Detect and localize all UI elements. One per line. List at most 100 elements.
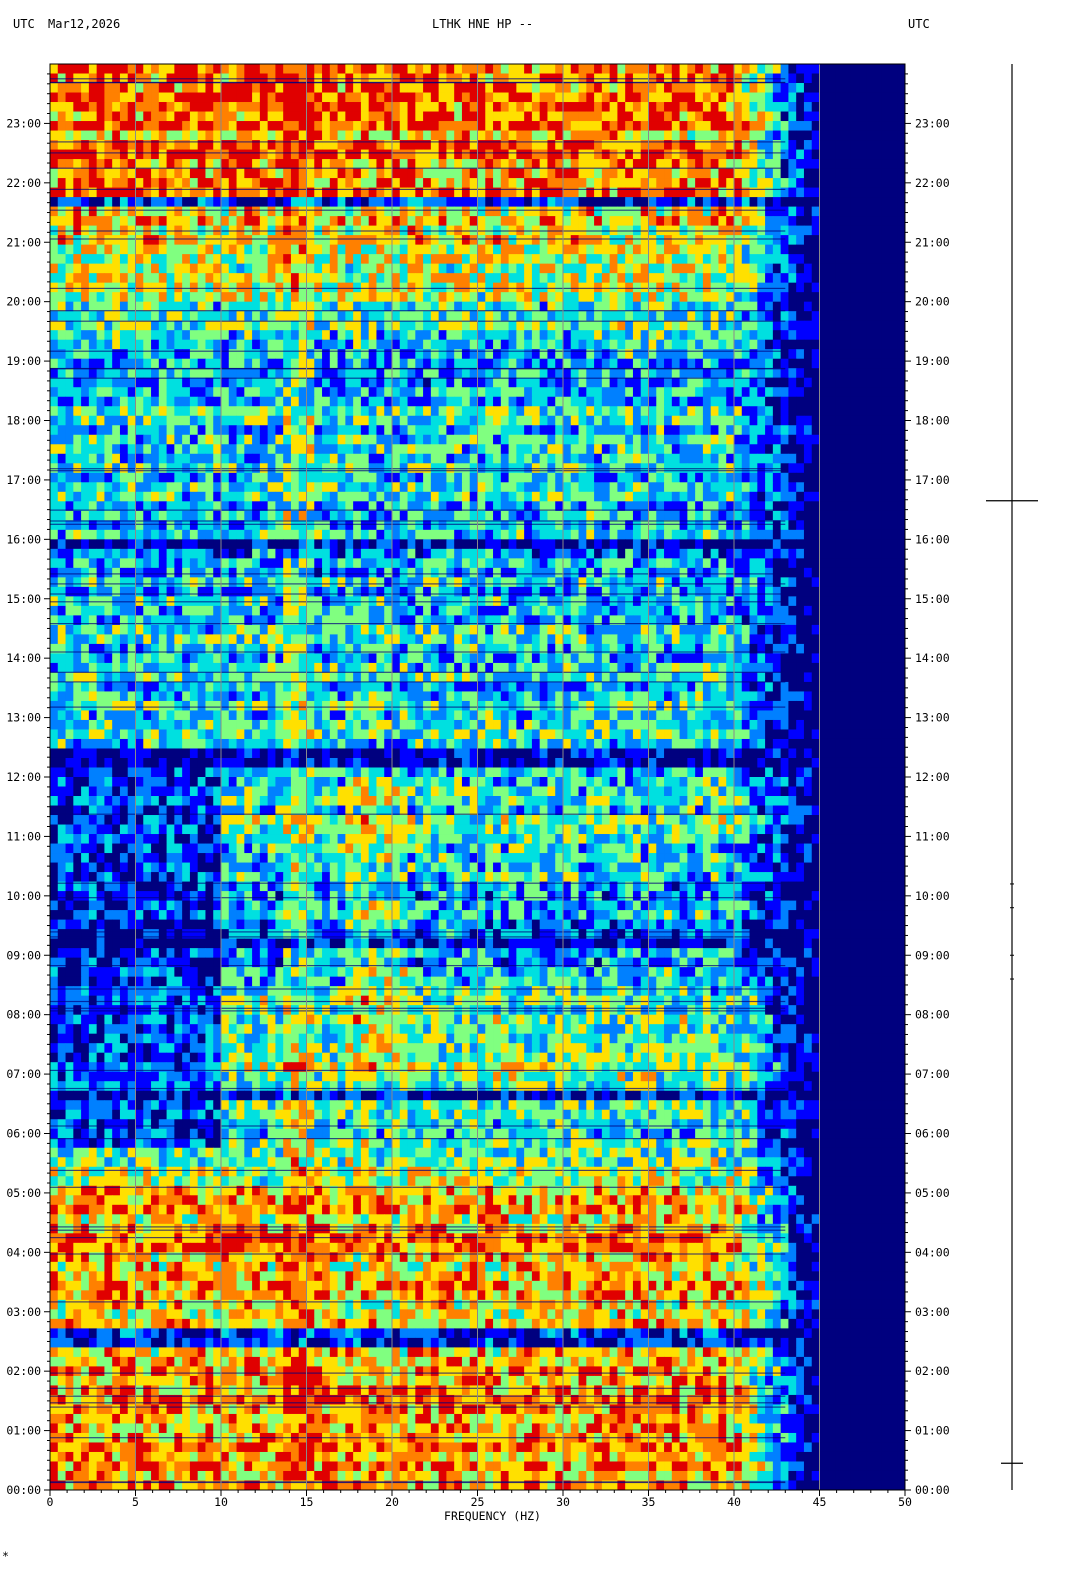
spectrogram-cell <box>757 83 766 93</box>
spectrogram-cell <box>166 482 175 493</box>
spectrogram-cell <box>632 111 642 122</box>
spectrogram-cell <box>772 453 782 464</box>
spectrogram-cell <box>563 187 572 198</box>
spectrogram-cell <box>158 292 167 303</box>
spectrogram-cell <box>594 349 603 360</box>
spectrogram-cell <box>267 254 276 265</box>
spectrogram-cell <box>446 434 455 445</box>
spectrogram-cell <box>65 368 74 379</box>
spectrogram-cell <box>555 339 564 350</box>
spectrogram-cell <box>803 206 813 217</box>
spectrogram-cell <box>765 377 774 388</box>
spectrogram-cell <box>469 149 478 160</box>
spectrogram-cell <box>438 453 447 464</box>
spectrogram-cell <box>461 187 471 198</box>
spectrogram-cell <box>811 320 820 331</box>
spectrogram-cell <box>205 425 214 436</box>
spectrogram-cell <box>73 320 82 331</box>
spectrogram-cell <box>679 263 688 274</box>
spectrogram-cell <box>360 311 370 322</box>
spectrogram-cell <box>189 358 199 369</box>
spectrogram-cell <box>337 482 346 493</box>
spectrogram-cell <box>197 83 206 93</box>
spectrogram-cell <box>151 149 160 160</box>
spectrogram-cell <box>236 444 245 455</box>
spectrogram-cell <box>640 83 649 93</box>
spectrogram-cell <box>469 159 478 169</box>
spectrogram-cell <box>228 263 237 274</box>
spectrogram-cell <box>873 187 883 198</box>
spectrogram-cell <box>632 206 642 217</box>
spectrogram-cell <box>469 263 478 274</box>
spectrogram-cell <box>438 83 447 93</box>
spectrogram-cell <box>236 406 245 417</box>
spectrogram-cell <box>430 349 440 360</box>
spectrogram-cell <box>695 425 704 436</box>
spectrogram-cell <box>702 339 712 350</box>
spectrogram-cell <box>765 406 774 417</box>
spectrogram-cell <box>671 206 680 217</box>
spectrogram-cell <box>244 197 253 207</box>
spectrogram-cell <box>329 396 338 407</box>
spectrogram-cell <box>873 434 883 445</box>
spectrogram-cell <box>392 244 401 255</box>
spectrogram-cell <box>539 282 548 293</box>
spectrogram-cell <box>625 197 634 207</box>
spectrogram-cell <box>158 244 167 255</box>
spectrogram-cell <box>827 197 836 207</box>
spectrogram-cell <box>850 216 859 227</box>
spectrogram-cell <box>850 311 859 322</box>
spectrogram-cell <box>267 92 276 103</box>
spectrogram-cell <box>586 396 595 407</box>
spectrogram-cell <box>127 159 136 169</box>
spectrogram-cell <box>119 273 129 284</box>
spectrogram-cell <box>819 263 828 274</box>
spectrogram-cell <box>485 140 494 150</box>
spectrogram-cell <box>524 292 533 303</box>
spectrogram-cell <box>765 197 774 207</box>
spectrogram-cell <box>221 83 230 93</box>
spectrogram-cell <box>322 168 331 179</box>
spectrogram-cell <box>500 83 509 93</box>
spectrogram-cell <box>640 472 649 483</box>
spectrogram-cell <box>236 92 245 103</box>
spectrogram-cell <box>881 301 890 312</box>
spectrogram-cell <box>897 472 906 483</box>
spectrogram-cell <box>493 434 502 445</box>
spectrogram-cell <box>298 482 307 493</box>
spectrogram-cell <box>88 254 98 265</box>
spectrogram-cell <box>446 254 455 265</box>
spectrogram-cell <box>524 415 533 426</box>
spectrogram-cell <box>555 121 564 131</box>
spectrogram-cell <box>298 292 307 303</box>
spectrogram-cell <box>267 406 276 417</box>
spectrogram-cell <box>306 149 315 160</box>
spectrogram-cell <box>508 121 517 131</box>
spectrogram-cell <box>772 434 782 445</box>
spectrogram-cell <box>726 121 735 131</box>
spectrogram-cell <box>734 292 743 303</box>
spectrogram-cell <box>757 330 766 341</box>
spectrogram-cell <box>648 368 657 379</box>
spectrogram-cell <box>415 311 424 322</box>
spectrogram-cell <box>609 273 618 284</box>
spectrogram-cell <box>563 121 572 131</box>
spectrogram-cell <box>259 434 269 445</box>
spectrogram-cell <box>252 149 261 160</box>
spectrogram-cell <box>353 149 362 160</box>
spectrogram-cell <box>485 330 494 341</box>
spectrogram-cell <box>345 254 354 265</box>
spectrogram-cell <box>259 377 269 388</box>
spectrogram-cell <box>127 244 136 255</box>
spectrogram-cell <box>726 349 735 360</box>
spectrogram-cell <box>127 434 136 445</box>
spectrogram-cell <box>850 130 859 141</box>
spectrogram-cell <box>283 149 292 160</box>
spectrogram-cell <box>360 282 370 293</box>
spectrogram-cell <box>695 292 704 303</box>
spectrogram-cell <box>648 235 657 246</box>
spectrogram-cell <box>158 168 167 179</box>
spectrogram-cell <box>819 434 828 445</box>
spectrogram-cell <box>881 368 890 379</box>
spectrogram-cell <box>679 444 688 455</box>
